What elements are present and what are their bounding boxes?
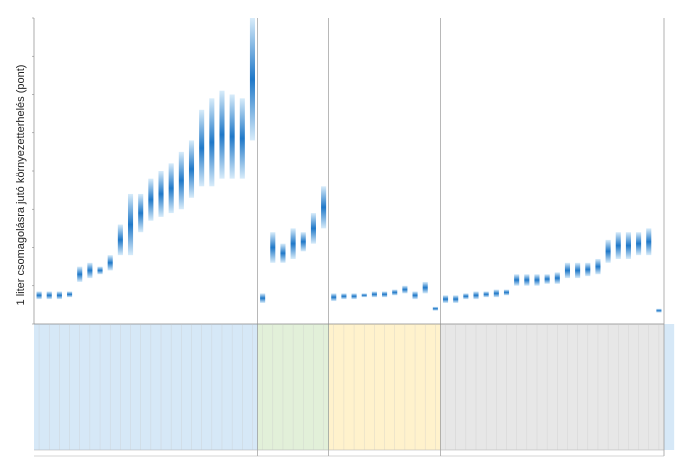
bar [392, 289, 398, 296]
bar [321, 186, 327, 229]
bar [595, 258, 601, 275]
bar [351, 293, 357, 300]
bar [260, 293, 266, 303]
bar [331, 293, 337, 302]
bar [77, 266, 83, 282]
bar [625, 232, 631, 259]
bar [239, 98, 245, 179]
y-ticks [32, 17, 34, 325]
bar [56, 291, 62, 300]
bar [219, 90, 225, 179]
bar [87, 262, 93, 279]
group-band [440, 324, 664, 450]
bar [209, 98, 215, 187]
bar [514, 274, 520, 286]
bar [453, 295, 459, 303]
bar [361, 293, 367, 298]
bar [36, 291, 42, 300]
group-band [664, 324, 675, 450]
bar [534, 274, 540, 286]
bar [656, 308, 662, 313]
y-axis-title: 1 liter csomagolásra jutó környezetterhe… [15, 65, 27, 306]
bar [422, 281, 428, 294]
bar [117, 224, 123, 256]
bar [127, 193, 134, 256]
bar [107, 255, 113, 271]
group-bands [34, 18, 675, 456]
bar [371, 291, 377, 298]
bar [280, 243, 286, 263]
bar [544, 274, 550, 284]
bar [158, 171, 164, 217]
bar [168, 163, 174, 214]
bar [585, 262, 591, 277]
bar [310, 213, 316, 244]
bar [229, 94, 235, 179]
bar [605, 239, 611, 263]
bar [138, 193, 144, 233]
bar [341, 293, 347, 300]
bar [432, 306, 438, 311]
bars [36, 18, 662, 450]
bar [67, 291, 73, 298]
bar [554, 272, 560, 284]
bar [382, 291, 388, 298]
bar [270, 232, 276, 263]
bar [249, 18, 256, 141]
bar [188, 140, 195, 198]
bar [564, 262, 571, 279]
bar [636, 232, 642, 256]
axes [33, 18, 665, 457]
bar [646, 228, 652, 256]
bar [615, 232, 621, 259]
bar [442, 295, 449, 303]
bar [97, 266, 103, 275]
bar [46, 291, 52, 300]
bar [463, 293, 469, 300]
bar [148, 178, 154, 221]
bar [402, 285, 408, 294]
group-band [34, 324, 258, 450]
bar [503, 289, 510, 296]
bar [300, 232, 306, 252]
bar [483, 291, 489, 298]
bar [575, 262, 581, 279]
bar [493, 289, 499, 298]
bar [412, 291, 418, 300]
bar [524, 274, 530, 286]
bar [473, 291, 479, 300]
bar [199, 109, 205, 187]
bar [290, 228, 296, 259]
bar [178, 151, 184, 210]
